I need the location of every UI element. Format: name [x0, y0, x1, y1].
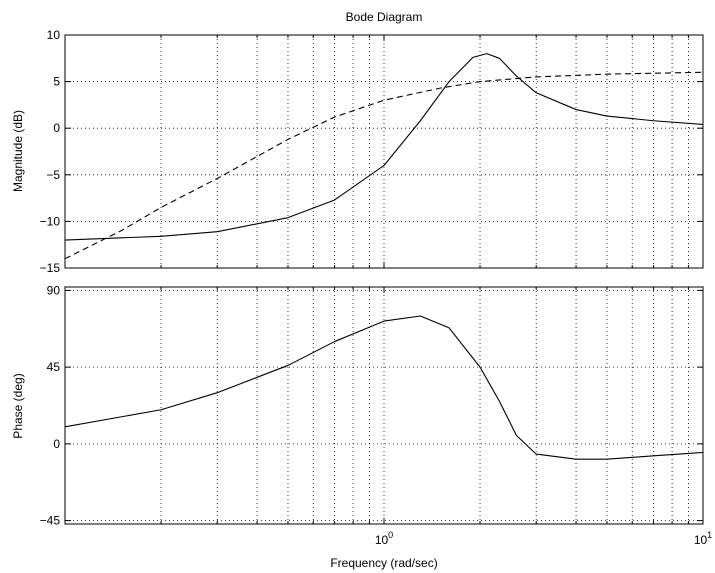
phase-grid: [65, 287, 703, 524]
phase-panel: 90 45 0 −45 Phase (deg): [11, 283, 704, 528]
magnitude-series-line-2: [64, 71, 704, 260]
y-tick-label: 45: [47, 360, 61, 374]
magnitude-ticks: [64, 34, 703, 269]
y-tick-label: −10: [40, 214, 61, 228]
y-tick-label: −45: [40, 514, 61, 528]
magnitude-series: [64, 53, 704, 260]
phase-series: [64, 315, 704, 460]
y-tick-label: 5: [53, 75, 60, 89]
x-tick-labels: 100 101: [375, 530, 712, 547]
chart-title: Bode Diagram: [346, 10, 423, 24]
y-tick-label: 0: [53, 437, 60, 451]
y-tick-label: −15: [40, 261, 61, 275]
magnitude-grid: [65, 35, 703, 268]
x-tick-label: 100: [375, 530, 393, 547]
phase-series-line-1: [64, 315, 704, 460]
magnitude-series-line-1: [64, 53, 704, 241]
phase-ylabel: Phase (deg): [11, 373, 25, 438]
y-tick-label: 10: [47, 28, 61, 42]
x-axis-label: Frequency (rad/sec): [330, 556, 437, 570]
magnitude-ytick-labels: 10 5 0 −5 −10 −15: [40, 28, 61, 275]
y-tick-label: −5: [46, 168, 60, 182]
y-tick-label: 90: [47, 283, 61, 297]
magnitude-ylabel: Magnitude (dB): [11, 110, 25, 192]
phase-ytick-labels: 90 45 0 −45: [40, 283, 61, 527]
x-tick-label: 101: [694, 530, 712, 547]
magnitude-panel: 10 5 0 −5 −10 −15 Magnitude (dB): [11, 28, 704, 275]
y-tick-label: 0: [53, 121, 60, 135]
phase-axes-box: [64, 286, 704, 525]
phase-ticks: [64, 287, 703, 524]
